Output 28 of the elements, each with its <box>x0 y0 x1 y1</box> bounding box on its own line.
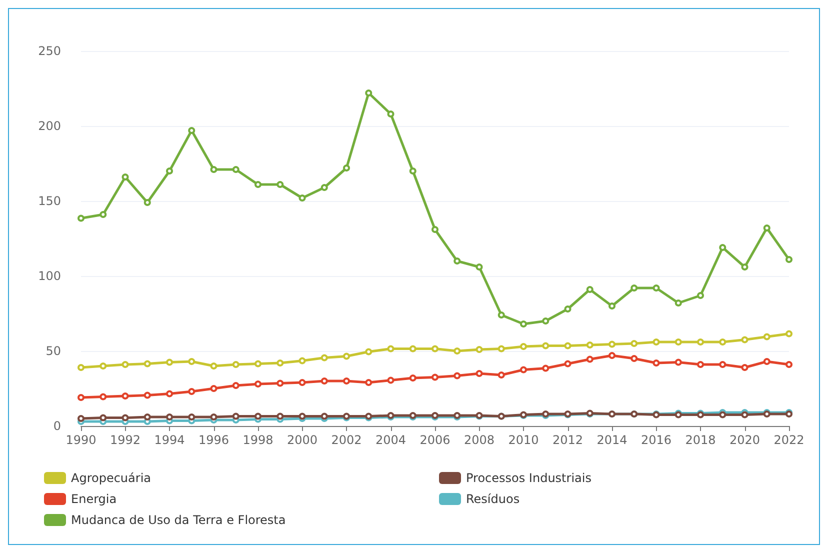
x-tick-label: 2000 <box>286 433 318 447</box>
x-tick-label: 2002 <box>331 433 362 447</box>
x-tick-label: 1994 <box>154 433 185 447</box>
y-tick-label: 100 <box>38 269 61 283</box>
x-tick-label: 2012 <box>552 433 584 447</box>
x-tick-label: 1996 <box>198 433 230 447</box>
y-tick-label: 150 <box>38 194 61 208</box>
x-tick-label: 2014 <box>596 433 628 447</box>
x-tick-label: 2020 <box>729 433 760 447</box>
legend-label: Mudanca de Uso da Terra e Floresta <box>71 513 286 527</box>
y-tick-label: 200 <box>38 119 61 133</box>
x-tick-label: 2010 <box>508 433 539 447</box>
x-tick-label: 2018 <box>685 433 716 447</box>
legend-label: Agropecuária <box>71 471 152 485</box>
x-tick-label: 2004 <box>375 433 406 447</box>
y-tick-label: 250 <box>38 44 61 58</box>
legend-label: Energia <box>71 492 117 506</box>
x-tick-label: 1990 <box>66 433 96 447</box>
x-tick-label: 1992 <box>110 433 141 447</box>
x-tick-label: 2006 <box>420 433 450 447</box>
x-tick-label: 2008 <box>464 433 495 447</box>
y-tick-label: 0 <box>53 419 61 433</box>
x-tick-label: 1998 <box>242 433 274 447</box>
x-tick-label: 2022 <box>774 433 804 447</box>
legend-label: Processos Industriais <box>466 471 592 485</box>
y-tick-label: 50 <box>46 344 61 358</box>
x-tick-label: 2016 <box>640 433 672 447</box>
legend-label: Resíduos <box>466 492 520 506</box>
